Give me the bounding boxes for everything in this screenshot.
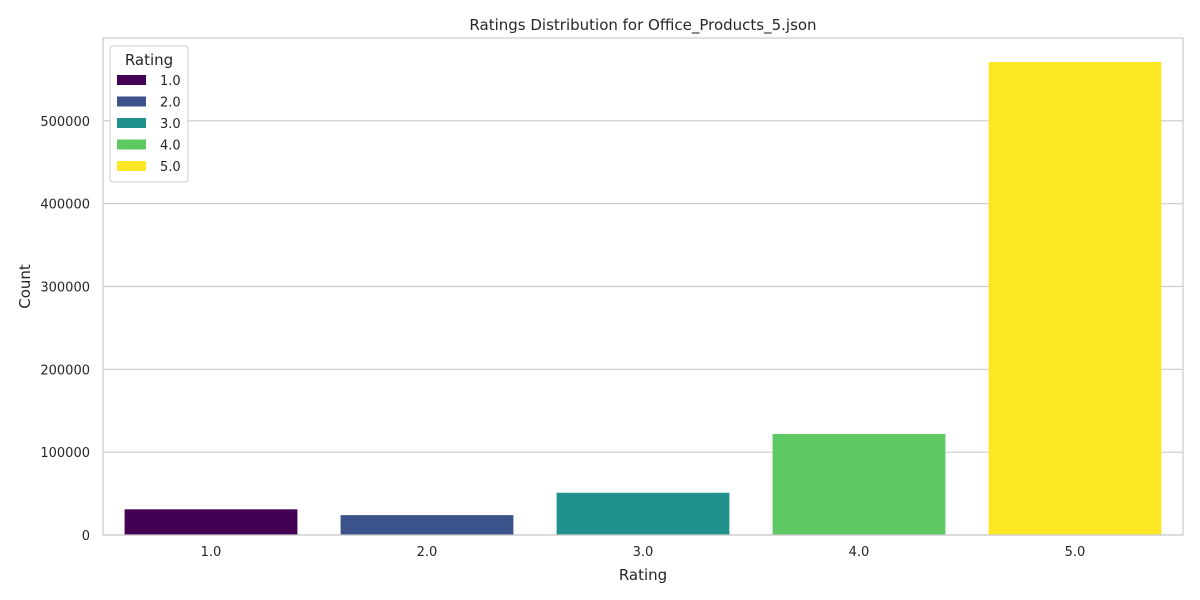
bar-4.0	[772, 433, 946, 535]
x-tick-label: 2.0	[417, 545, 438, 560]
x-tick-label: 5.0	[1065, 545, 1086, 560]
plot-frame	[102, 37, 1184, 536]
legend-swatch-3.0	[117, 118, 146, 128]
y-tick-label: 500000	[40, 115, 90, 130]
y-tick-label: 200000	[40, 363, 90, 378]
legend-swatch-2.0	[117, 96, 146, 107]
x-tick-label: 3.0	[633, 545, 654, 560]
chart-title: Ratings Distribution for Office_Products…	[469, 16, 816, 35]
legend: Rating 1.0 2.0 3.0 4.0 5.0	[109, 45, 189, 183]
x-tick-label: 4.0	[849, 545, 870, 560]
legend-swatch-5.0	[117, 161, 146, 171]
x-axis-label: Rating	[619, 566, 667, 584]
y-tick-label: 400000	[40, 198, 90, 213]
legend-label: 1.0	[160, 74, 181, 89]
bar-5.0	[988, 62, 1162, 535]
legend-label: 4.0	[160, 139, 181, 154]
legend-swatch-4.0	[117, 139, 146, 150]
legend-label: 2.0	[160, 96, 181, 111]
bar-3.0	[556, 492, 730, 535]
y-tick-label: 100000	[40, 446, 90, 461]
y-tick-label: 300000	[40, 281, 90, 296]
legend-label: 3.0	[160, 117, 181, 132]
x-tick-labels: 1.0 2.0 3.0 4.0 5.0	[201, 545, 1086, 560]
y-tick-labels: 0 100000 200000 300000 400000 500000	[40, 115, 90, 544]
y-axis-label: Count	[16, 264, 34, 309]
legend-label: 5.0	[160, 160, 181, 175]
legend-swatch-1.0	[117, 75, 146, 85]
x-tick-label: 1.0	[201, 545, 222, 560]
bars	[124, 62, 1162, 535]
bar-1.0	[124, 509, 298, 535]
legend-title: Rating	[125, 51, 173, 69]
bar-2.0	[340, 515, 514, 535]
y-tick-label: 0	[82, 529, 90, 544]
